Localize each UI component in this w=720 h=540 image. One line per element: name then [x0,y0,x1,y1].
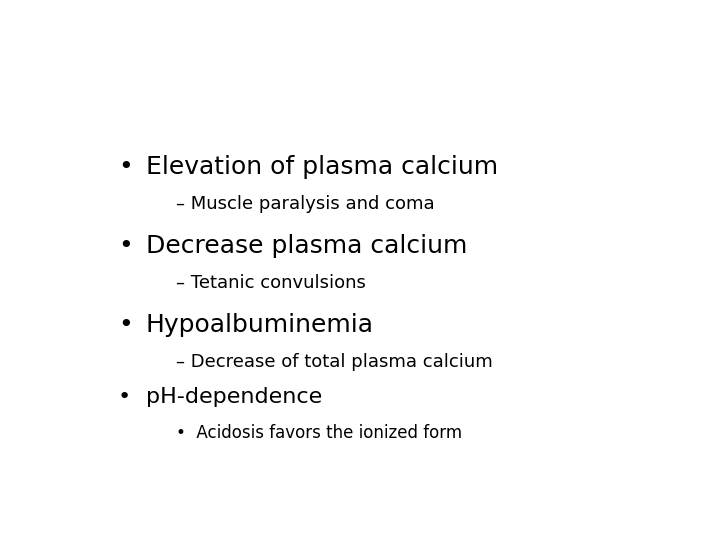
Text: •: • [118,313,132,336]
Text: •: • [118,234,132,258]
Text: •: • [118,387,131,408]
Text: – Decrease of total plasma calcium: – Decrease of total plasma calcium [176,353,493,371]
Text: •: • [118,154,132,179]
Text: Hypoalbuminemia: Hypoalbuminemia [145,313,374,336]
Text: Decrease plasma calcium: Decrease plasma calcium [145,234,467,258]
Text: Elevation of plasma calcium: Elevation of plasma calcium [145,154,498,179]
Text: – Muscle paralysis and coma: – Muscle paralysis and coma [176,195,435,213]
Text: •  Acidosis favors the ionized form: • Acidosis favors the ionized form [176,424,463,442]
Text: – Tetanic convulsions: – Tetanic convulsions [176,274,366,292]
Text: pH-dependence: pH-dependence [145,387,322,408]
